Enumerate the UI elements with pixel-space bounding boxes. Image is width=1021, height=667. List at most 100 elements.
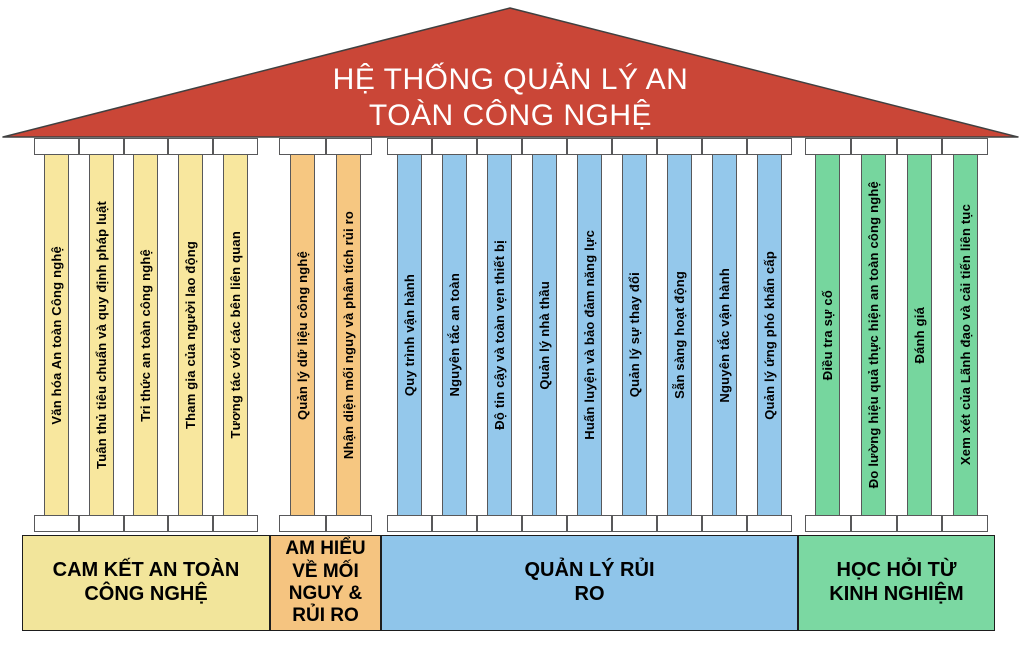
pillar-shaft: Tương tác với các bên liên quan (223, 155, 249, 515)
pillar-hazard-risk-understanding-0: Quản lý dữ liệu công nghệ (279, 138, 326, 532)
pillar-label: Quản lý dữ liệu công nghệ (294, 250, 310, 420)
pillar-risk-management-5: Quản lý sự thay đổi (612, 138, 657, 532)
pillar-shaft: Quy trình vận hành (397, 155, 422, 515)
pillar-learn-from-experience-2: Đánh giá (896, 138, 943, 532)
pillar-capital (477, 138, 522, 155)
pillar-safety-commitment-1: Tuân thủ tiêu chuẩn và quy định pháp luậ… (78, 138, 124, 532)
pillar-base (850, 515, 897, 532)
pillar-shaft: Quản lý nhà thầu (532, 155, 557, 515)
pillar-base (279, 515, 326, 532)
pillars-row-hazard-risk-understanding: Quản lý dữ liệu công nghệ Nhận diện mối n… (270, 138, 381, 532)
pillar-base (657, 515, 702, 532)
pillar-risk-management-4: Huấn luyện và bảo đảm năng lực (567, 138, 612, 532)
pillar-shaft: Xem xét của Lãnh đạo và cải tiến liên tụ… (952, 155, 978, 515)
pillar-capital (942, 138, 988, 155)
pillar-base (78, 515, 124, 532)
foundation-safety-commitment: CAM KẾT AN TOÀN CÔNG NGHỆ (22, 535, 270, 631)
pillar-capital (567, 138, 612, 155)
pillar-capital (432, 138, 477, 155)
pillar-label: Quản lý ứng phó khẩn cấp (762, 250, 777, 420)
pillar-shaft: Quản lý dữ liệu công nghệ (289, 155, 315, 515)
pillar-capital (168, 138, 214, 155)
pillar-base (942, 515, 988, 532)
pillar-label: Quản lý sự thay đổi (627, 272, 642, 398)
pillar-risk-management-2: Độ tin cậy và toàn vẹn thiết bị (477, 138, 522, 532)
pillar-shaft: Nhận diện mối nguy và phân tích rủi ro (336, 155, 362, 515)
pillar-base (612, 515, 657, 532)
pillar-capital (213, 138, 258, 155)
pillar-learn-from-experience-1: Đo lường hiệu quả thực hiện an toàn công… (850, 138, 897, 532)
diagram-title: HỆ THỐNG QUẢN LÝ AN TOÀN CÔNG NGHỆ (332, 63, 689, 132)
pillar-base (702, 515, 747, 532)
pillar-learn-from-experience-3: Xem xét của Lãnh đạo và cải tiến liên tụ… (942, 138, 988, 532)
pillar-shaft: Tham gia của người lao động (178, 155, 204, 515)
pillar-capital (612, 138, 657, 155)
pillar-capital (123, 138, 169, 155)
foundation-label: AM HIỂU VỀ MỐI NGUY & RỦI RO (285, 538, 366, 627)
pillar-base (747, 515, 792, 532)
pillar-shaft: Sẵn sàng hoạt động (667, 155, 692, 515)
pillar-label: Tương tác với các bên liên quan (228, 231, 244, 439)
pillar-shaft: Quản lý ứng phó khẩn cấp (757, 155, 782, 515)
pillar-base (432, 515, 477, 532)
pillar-safety-commitment-4: Tương tác với các bên liên quan (213, 138, 258, 532)
pillar-hazard-risk-understanding-1: Nhận diện mối nguy và phân tích rủi ro (325, 138, 372, 532)
pillar-shaft: Văn hóa An toàn Công nghệ (43, 155, 69, 515)
pillar-base (522, 515, 567, 532)
pillar-label: Đo lường hiệu quả thực hiện an toàn công… (866, 181, 882, 489)
pillar-label: Tri thức an toàn công nghệ (138, 248, 154, 422)
pillar-capital (850, 138, 897, 155)
roof-triangle (2, 7, 1019, 138)
pillar-base (168, 515, 214, 532)
pillar-capital (78, 138, 124, 155)
pillar-label: Sẵn sàng hoạt động (672, 271, 687, 399)
pillar-shaft: Đo lường hiệu quả thực hiện an toàn công… (861, 155, 887, 515)
pillar-capital (657, 138, 702, 155)
pillar-shaft: Điều tra sự cố (815, 155, 841, 515)
pillar-shaft: Quản lý sự thay đổi (622, 155, 647, 515)
pillar-capital (805, 138, 851, 155)
foundation-risk-management: QUẢN LÝ RỦI RO (381, 535, 798, 631)
pillar-shaft: Nguyên tắc vận hành (712, 155, 737, 515)
pillar-label: Tuân thủ tiêu chuẩn và quy định pháp luậ… (93, 201, 109, 469)
pillar-base (477, 515, 522, 532)
group-hazard-risk-understanding: Quản lý dữ liệu công nghệ Nhận diện mối n… (270, 138, 381, 631)
pillar-risk-management-1: Nguyên tắc an toàn (432, 138, 477, 532)
pillar-safety-commitment-0: Văn hóa An toàn Công nghệ (34, 138, 79, 532)
pillar-capital (522, 138, 567, 155)
group-learn-from-experience: Điều tra sự cố Đo lường hiệu quả thực hiệ… (798, 138, 995, 631)
pillar-label: Nhận diện mối nguy và phân tích rủi ro (341, 210, 357, 460)
pillar-shaft: Huấn luyện và bảo đảm năng lực (577, 155, 602, 515)
foundation-label: CAM KẾT AN TOÀN CÔNG NGHỆ (52, 559, 240, 605)
pillar-safety-commitment-3: Tham gia của người lao động (168, 138, 214, 532)
pillar-capital (702, 138, 747, 155)
pillar-base (123, 515, 169, 532)
pillars-row-risk-management: Quy trình vận hành Nguyên tắc an toàn Độ t… (381, 138, 798, 532)
pillar-shaft: Độ tin cậy và toàn vẹn thiết bị (487, 155, 512, 515)
pillar-risk-management-3: Quản lý nhà thầu (522, 138, 567, 532)
pillar-risk-management-7: Nguyên tắc vận hành (702, 138, 747, 532)
foundation-learn-from-experience: HỌC HỎI TỪ KINH NGHIỆM (798, 535, 995, 631)
pillar-capital (747, 138, 792, 155)
pillar-base (213, 515, 258, 532)
pillars-row-learn-from-experience: Điều tra sự cố Đo lường hiệu quả thực hiệ… (798, 138, 995, 532)
pillar-capital (896, 138, 943, 155)
pillar-risk-management-0: Quy trình vận hành (387, 138, 432, 532)
pillars-row-safety-commitment: Văn hóa An toàn Công nghệ Tuân thủ tiêu c… (22, 138, 270, 532)
pillar-capital (387, 138, 432, 155)
foundation-hazard-risk-understanding: AM HIỂU VỀ MỐI NGUY & RỦI RO (270, 535, 381, 631)
pillar-label: Điều tra sự cố (820, 289, 836, 381)
pillar-base (34, 515, 79, 532)
pillar-label: Quy trình vận hành (402, 273, 417, 397)
pillar-base (567, 515, 612, 532)
foundation-label: HỌC HỎI TỪ KINH NGHIỆM (829, 559, 964, 605)
pillar-label: Đánh giá (911, 306, 927, 364)
pillar-label: Độ tin cậy và toàn vẹn thiết bị (492, 240, 507, 430)
pillar-label: Nguyên tắc an toàn (447, 273, 462, 397)
pillar-base (325, 515, 372, 532)
pillar-label: Huấn luyện và bảo đảm năng lực (582, 230, 597, 440)
group-safety-commitment: Văn hóa An toàn Công nghệ Tuân thủ tiêu c… (22, 138, 270, 631)
pillar-label: Văn hóa An toàn Công nghệ (48, 245, 64, 425)
pillar-base (896, 515, 943, 532)
